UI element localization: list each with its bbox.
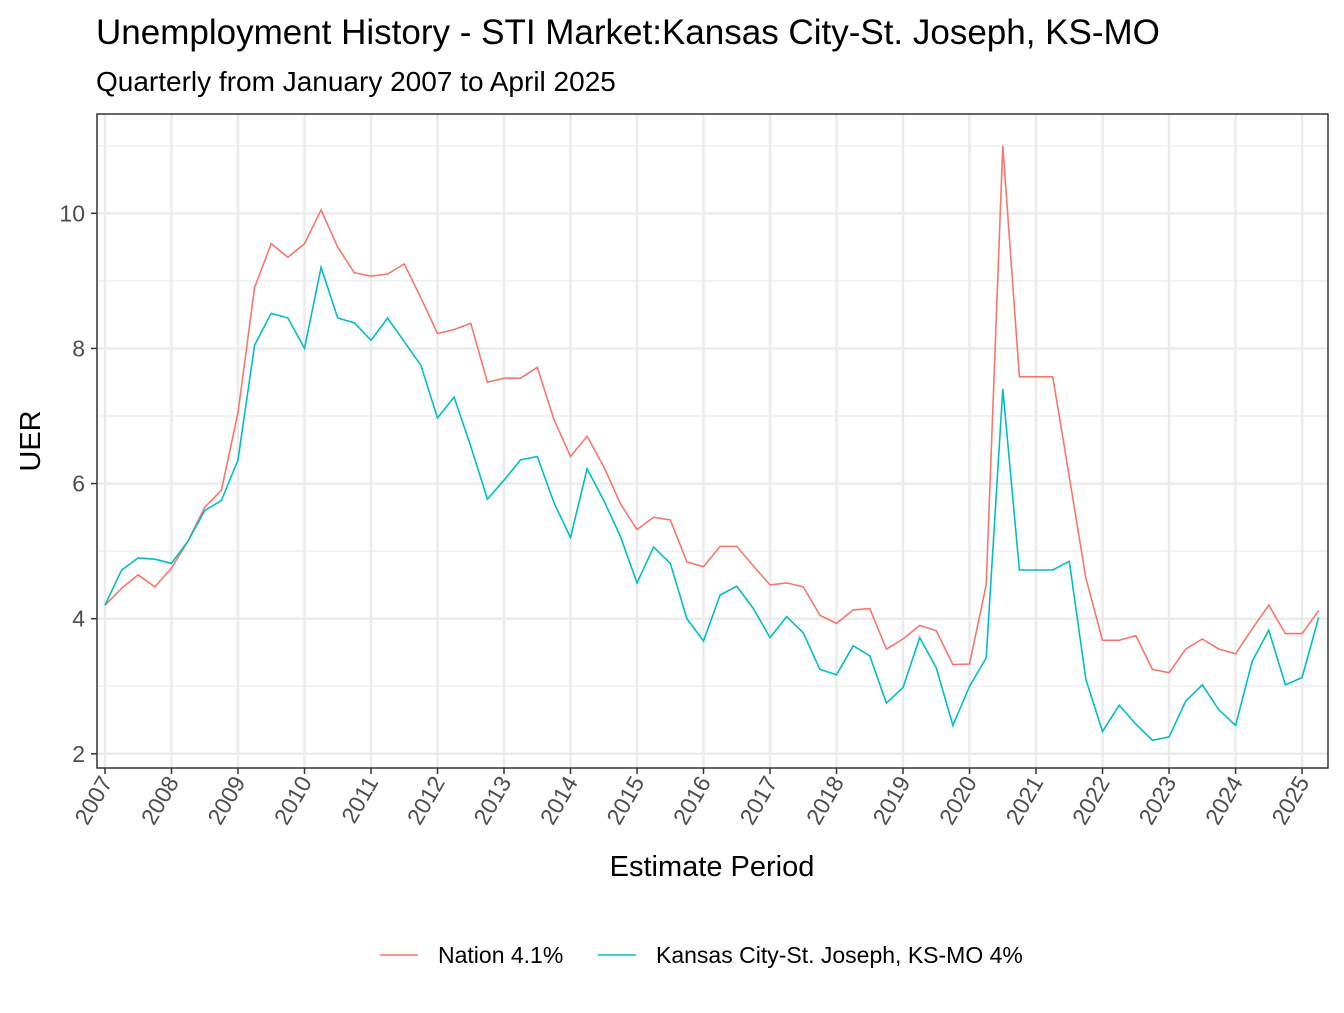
legend-label-0: Nation 4.1% xyxy=(438,942,563,968)
x-tick-label: 2012 xyxy=(402,772,450,829)
x-tick-label: 2020 xyxy=(934,772,982,829)
x-tick-label: 2019 xyxy=(867,772,915,829)
plot-panel-border xyxy=(96,113,1329,769)
series-lines xyxy=(104,145,1320,742)
x-tick-label: 2010 xyxy=(269,772,317,829)
x-axis: 2007 2008 2009 2010 2011 2012 2013 2014 2015 2016… xyxy=(69,768,1314,829)
y-tick-label: 2 xyxy=(72,741,85,767)
x-tick-label: 2014 xyxy=(535,771,583,828)
x-tick-label: 2025 xyxy=(1266,772,1314,829)
x-tick-label: 2008 xyxy=(136,772,184,829)
chart-title: Unemployment History - STI Market:Kansas… xyxy=(96,13,1160,52)
y-axis-title: UER xyxy=(15,410,47,471)
x-tick-label: 2007 xyxy=(69,772,117,829)
grid xyxy=(97,114,1328,768)
legend: Nation 4.1% Kansas City-St. Joseph, KS-MO… xyxy=(380,942,1023,968)
x-tick-label: 2011 xyxy=(336,772,383,828)
x-tick-label: 2023 xyxy=(1133,772,1181,829)
y-tick-label: 6 xyxy=(72,471,85,497)
x-tick-label: 2022 xyxy=(1067,772,1115,829)
chart-subtitle: Quarterly from January 2007 to April 202… xyxy=(96,66,616,97)
x-tick-label: 2021 xyxy=(1000,772,1048,829)
y-axis: 2 4 6 8 10 xyxy=(59,200,97,767)
x-tick-label: 2009 xyxy=(202,772,250,829)
y-tick-label: 8 xyxy=(72,335,85,361)
y-tick-label: 4 xyxy=(72,606,85,632)
series-line-1 xyxy=(104,264,1320,742)
x-tick-label: 2013 xyxy=(468,772,516,829)
x-tick-label: 2024 xyxy=(1200,771,1248,828)
x-tick-label: 2017 xyxy=(734,772,782,829)
x-tick-label: 2016 xyxy=(668,772,716,829)
legend-label-1: Kansas City-St. Joseph, KS-MO 4% xyxy=(656,942,1023,968)
y-tick-label: 10 xyxy=(59,200,85,226)
x-axis-title: Estimate Period xyxy=(610,851,815,883)
x-tick-label: 2015 xyxy=(601,772,649,829)
series-line-0 xyxy=(104,145,1320,674)
x-tick-label: 2018 xyxy=(801,772,849,829)
